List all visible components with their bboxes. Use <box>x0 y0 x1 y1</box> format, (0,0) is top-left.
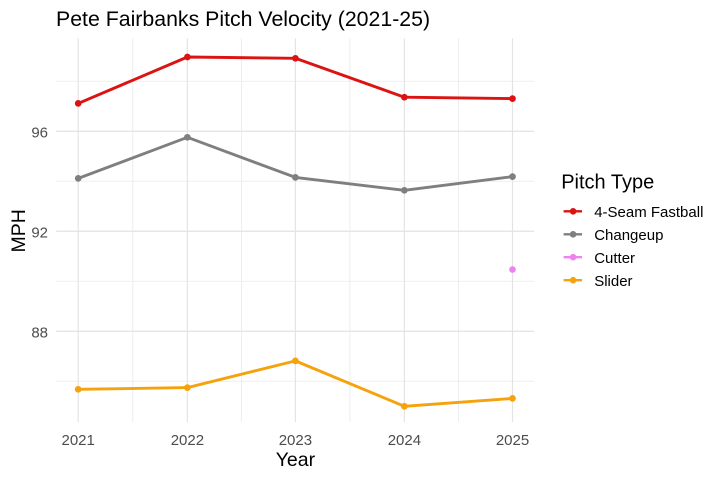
svg-text:Pete Fairbanks Pitch Velocity: Pete Fairbanks Pitch Velocity (2021-25) <box>56 7 430 31</box>
svg-text:Year: Year <box>276 449 316 471</box>
svg-text:Cutter: Cutter <box>594 250 635 267</box>
svg-text:88: 88 <box>31 325 48 342</box>
svg-text:2023: 2023 <box>279 432 312 449</box>
svg-text:92: 92 <box>31 225 48 242</box>
svg-text:Changeup: Changeup <box>594 227 663 244</box>
svg-text:4-Seam Fastball: 4-Seam Fastball <box>594 204 703 221</box>
svg-text:2024: 2024 <box>388 432 421 449</box>
svg-text:2021: 2021 <box>62 432 95 449</box>
svg-text:2022: 2022 <box>171 432 204 449</box>
svg-text:96: 96 <box>31 125 48 142</box>
svg-text:Pitch Type: Pitch Type <box>561 172 654 194</box>
svg-text:MPH: MPH <box>8 209 30 252</box>
svg-text:Slider: Slider <box>594 273 632 290</box>
svg-text:2025: 2025 <box>496 432 529 449</box>
